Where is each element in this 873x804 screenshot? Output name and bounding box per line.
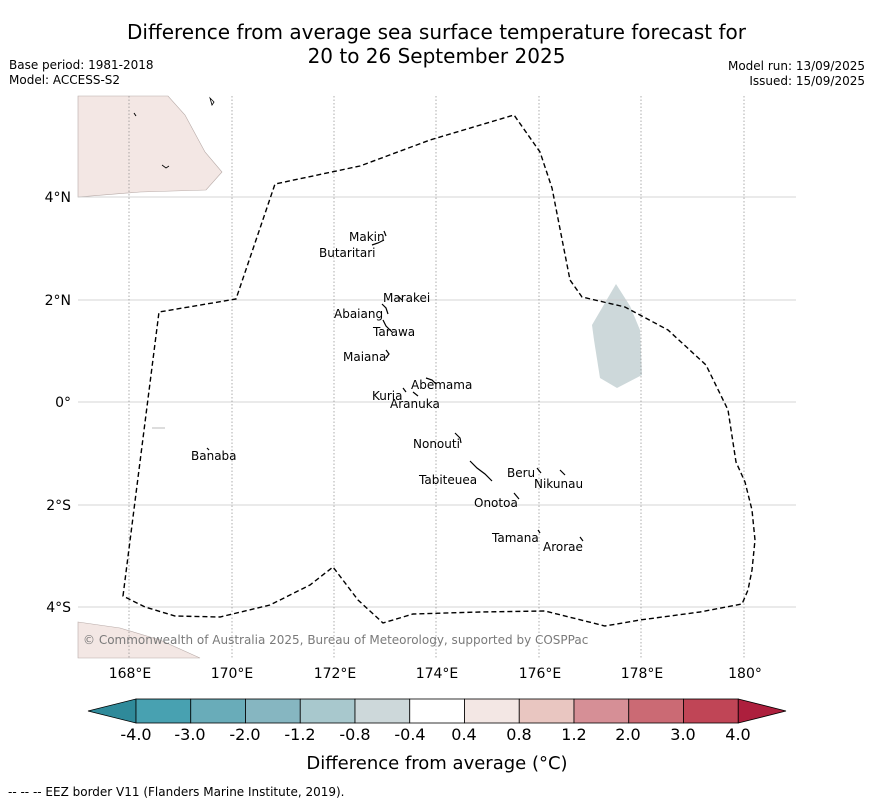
small-island-nw-3 (133, 112, 137, 117)
copyright-note: © Commonwealth of Australia 2025, Bureau… (83, 633, 588, 647)
island-butaritari (371, 239, 385, 246)
lon-tick-168e: 168°E (109, 666, 152, 682)
island-tamana (537, 529, 541, 534)
cb-tick-neg0-8: -0.8 (339, 725, 370, 744)
label-tabiteuea: Tabiteuea (418, 473, 477, 487)
cb-tick-2-0: 2.0 (615, 725, 640, 744)
lat-tick-2s: 2°S (46, 498, 71, 514)
lon-tick-180: 180° (728, 666, 762, 682)
lon-tick-170e: 170°E (211, 666, 254, 682)
island-makin (383, 230, 387, 237)
small-island-nw-1 (209, 96, 215, 106)
title-line-1: Difference from average sea surface temp… (126, 20, 746, 44)
label-arorae: Arorae (543, 540, 583, 554)
island-abaiang (381, 303, 389, 315)
island-kuria (402, 387, 407, 393)
label-nikunau: Nikunau (534, 477, 583, 491)
cb-tick-0-4: 0.4 (451, 725, 476, 744)
meta-right: Model run: 13/09/2025 Issued: 15/09/2025 (728, 59, 865, 89)
cool-anomaly-patch (592, 284, 642, 388)
island-tabiteuea (469, 460, 493, 482)
colorbar-swatch (573, 698, 630, 724)
label-beru: Beru (507, 466, 535, 480)
colorbar-swatch (628, 698, 684, 724)
island-onotoa (513, 492, 520, 500)
label-aranuka: Aranuka (390, 397, 440, 411)
island-marakei (397, 295, 403, 301)
label-makin: Makin (349, 230, 385, 244)
label-banaba: Banaba (191, 449, 237, 463)
colorbar-extend-high (737, 698, 787, 724)
small-island-nw-2 (161, 164, 170, 169)
lat-tick-0: 0° (55, 395, 71, 411)
cb-tick-neg1-2: -1.2 (284, 725, 315, 744)
cb-tick-3-0: 3.0 (670, 725, 695, 744)
islands (152, 230, 584, 542)
island-abemama (425, 377, 437, 385)
label-abemama: Abemama (411, 378, 472, 392)
island-nikunau (559, 469, 566, 476)
colorbar-swatch (135, 698, 192, 724)
land-patch-southwest (77, 621, 201, 659)
cb-tick-0-8: 0.8 (506, 725, 531, 744)
colorbar-swatch (464, 698, 520, 724)
colorbar-swatch (245, 698, 301, 724)
label-abaiang: Abaiang (334, 307, 383, 321)
lon-tick-172e: 172°E (314, 666, 357, 682)
lat-tick-4s: 4°S (46, 600, 71, 616)
title-line-2: 20 to 26 September 2025 (307, 44, 566, 68)
island-aranuka (412, 391, 419, 397)
lat-tick-labels: 4°N 2°N 0° 2°S 4°S (45, 190, 72, 616)
island-arorae (579, 536, 584, 542)
lon-gridlines (128, 96, 745, 658)
lat-tick-2n: 2°N (45, 293, 71, 309)
lon-tick-174e: 174°E (416, 666, 459, 682)
island-maiana (385, 349, 390, 359)
cb-tick-neg3: -3.0 (174, 725, 205, 744)
cb-tick-4-0: 4.0 (725, 725, 750, 744)
label-marakei: Marakei (383, 291, 430, 305)
colorbar-swatch (190, 698, 246, 724)
cb-tick-neg4: -4.0 (120, 725, 151, 744)
label-nonouti: Nonouti (413, 437, 460, 451)
land-patch-northwest (77, 95, 223, 198)
eez-footnote: -- -- -- EEZ border V11 (Flanders Marine… (8, 785, 345, 799)
colorbar-extend-low (87, 698, 137, 724)
island-banaba (206, 447, 210, 451)
colorbar-swatch (518, 698, 575, 724)
cb-tick-1-2: 1.2 (561, 725, 586, 744)
cb-tick-neg0-4: -0.4 (394, 725, 425, 744)
label-butaritari: Butaritari (319, 246, 376, 260)
label-onotoa: Onotoa (474, 496, 518, 510)
lat-tick-4n: 4°N (45, 190, 71, 206)
lon-tick-labels: 168°E 170°E 172°E 174°E 176°E 178°E 180° (109, 666, 762, 682)
cb-tick-neg2: -2.0 (229, 725, 260, 744)
lon-tick-176e: 176°E (519, 666, 562, 682)
model-run: Model run: 13/09/2025 (727, 59, 865, 73)
colorbar-swatch (354, 698, 411, 724)
colorbar-swatch (683, 698, 739, 724)
colorbar-label: Difference from average (°C) (306, 753, 567, 774)
base-period: Base period: 1981-2018 (9, 58, 154, 72)
label-maiana: Maiana (343, 350, 386, 364)
colorbar (87, 698, 787, 724)
island-beru (536, 467, 542, 474)
island-nonouti (454, 432, 462, 444)
colorbar-tick-labels: -4.0 -3.0 -2.0 -1.2 -0.8 -0.4 0.4 0.8 1.… (120, 725, 750, 744)
model-name: Model: ACCESS-S2 (9, 73, 121, 87)
colorbar-swatch (409, 698, 465, 724)
colorbar-swatch (299, 698, 356, 724)
island-tarawa (382, 319, 393, 333)
map-title: Difference from average sea surface temp… (0, 20, 873, 68)
place-labels: Makin Butaritari Marakei Abaiang Tarawa … (191, 230, 583, 554)
label-tarawa: Tarawa (372, 325, 415, 339)
meta-left: Base period: 1981-2018 Model: ACCESS-S2 (9, 58, 154, 88)
eez-border (122, 114, 756, 627)
lat-gridlines (78, 196, 796, 608)
label-tamana: Tamana (491, 531, 539, 545)
issued-date: Issued: 15/09/2025 (749, 74, 865, 88)
label-kuria: Kuria (372, 389, 403, 403)
lon-tick-178e: 178°E (621, 666, 664, 682)
